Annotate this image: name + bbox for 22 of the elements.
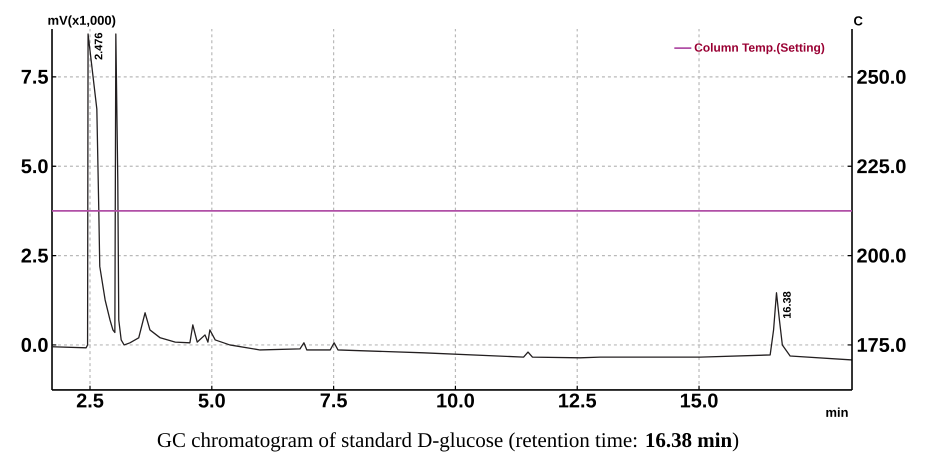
x-tick-label: 5.0 — [198, 394, 225, 408]
x-tick-label: 7.5 — [320, 394, 347, 408]
y2-tick-label: 250.0 — [857, 70, 906, 84]
y-tick-label: 2.5 — [21, 248, 48, 263]
annotation: 16.38 — [783, 292, 791, 318]
legend-label: Column Temp.(Setting) — [694, 43, 824, 54]
y-axis-title: mV(x1,000) — [48, 15, 116, 28]
y2-tick-label: 175.0 — [858, 338, 906, 352]
line-series — [52, 33, 852, 361]
y2-axis-title: C — [854, 16, 863, 26]
y-tick-label: 7.5 — [22, 70, 48, 84]
text: GC chromatogram of standard D-glucose (retention time: 16.38 min) — [158, 432, 738, 452]
x-tick-label: 2.5 — [76, 394, 104, 408]
y2-tick-label: 200.0 — [857, 248, 906, 263]
y-tick-label: 0.0 — [22, 338, 48, 352]
x-tick-label: 12.5 — [559, 394, 596, 408]
x-axis-title: min — [826, 408, 848, 417]
y-tick-label: 5.0 — [21, 159, 48, 174]
y2-tick-label: 225.0 — [857, 159, 906, 174]
x-tick-label: 10.0 — [437, 394, 474, 408]
x-tick-label: 15.0 — [680, 394, 718, 408]
annotation: 2.476 — [94, 32, 102, 60]
